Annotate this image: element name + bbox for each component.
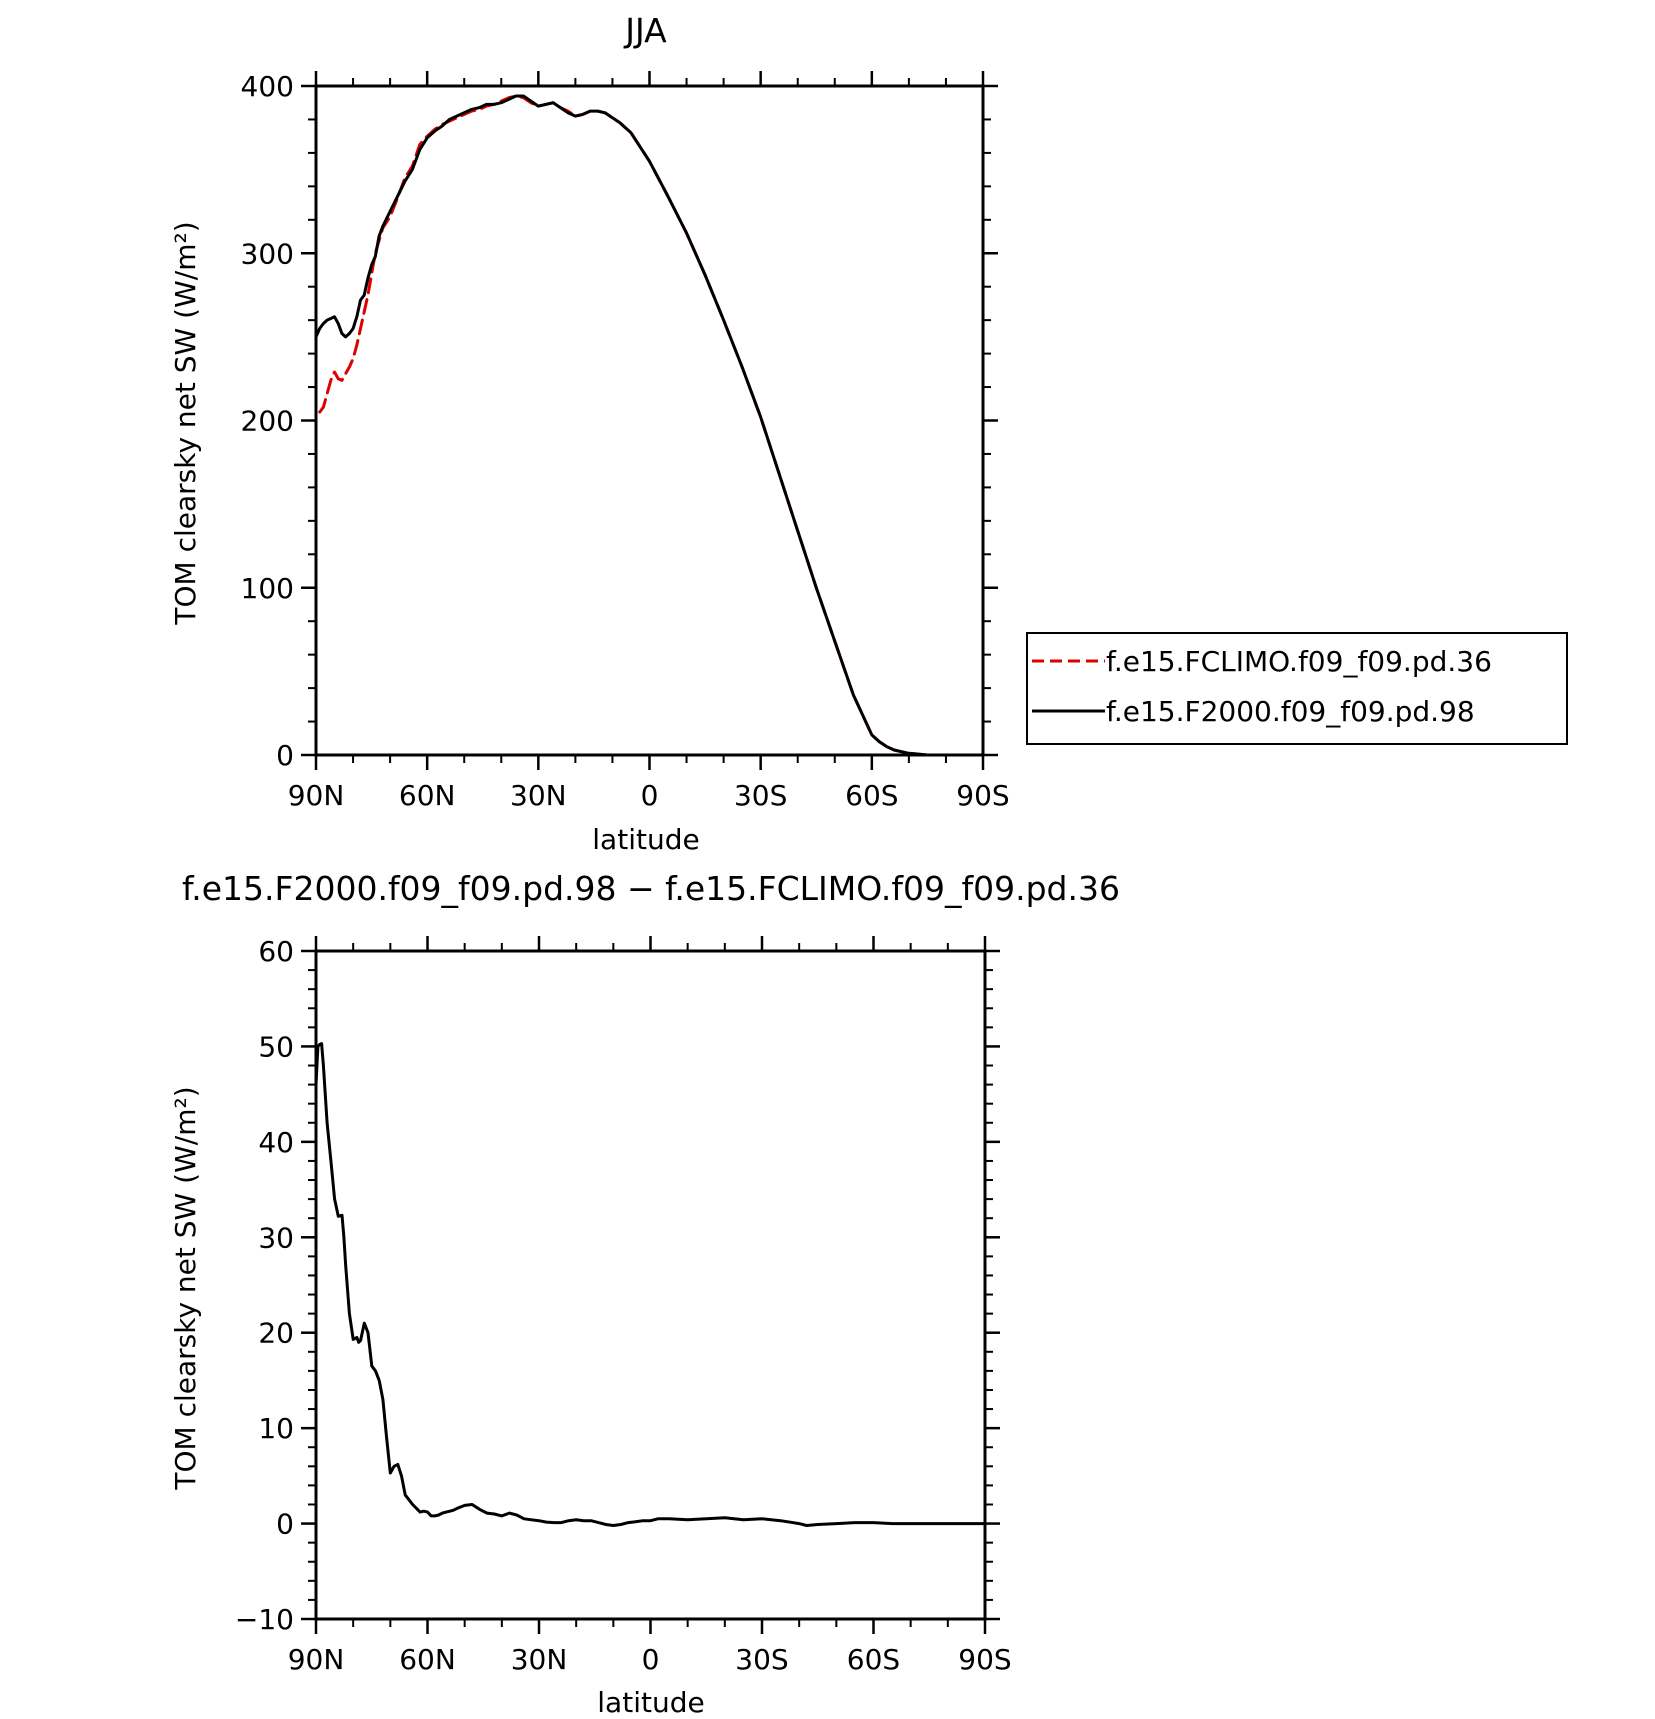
bottom-x-tick-label: 90N: [288, 1643, 345, 1676]
bottom-series-group: [314, 1042, 987, 1527]
bottom-y-axis-label: TOM clearsky net SW (W/m²): [169, 1086, 202, 1490]
top-y-tick-label: 100: [241, 572, 294, 605]
top-series-line-1: [314, 94, 985, 757]
top-y-tick-label: 200: [241, 405, 294, 438]
bottom-x-tick-label: 30S: [735, 1643, 788, 1676]
top-y-tick-label: 400: [241, 70, 294, 103]
top-series-group: [314, 94, 985, 757]
top-series-line-0: [318, 94, 985, 757]
top-y-tick-label: 300: [241, 237, 294, 270]
top-plot-frame: [314, 84, 985, 757]
bottom-x-tick-label: 60N: [399, 1643, 456, 1676]
bottom-panel: f.e15.F2000.f09_f09.pd.98 − f.e15.FCLIMO…: [169, 869, 1120, 1719]
bottom-series-line-0: [314, 1042, 987, 1527]
bottom-x-axis-label: latitude: [597, 1686, 704, 1719]
top-axis-ticks: 0 100 200 300 400 90N 60N 30N 0 30S 60S 90S: [241, 70, 1010, 812]
bottom-x-tick-label: 30N: [511, 1643, 568, 1676]
top-panel: JJA TOM clearsky net SW (W/m²) latitude …: [169, 11, 1010, 856]
bottom-axis-ticks: −10 0 10 20 30 40 50 60 90N 60N 30N 0 30S 60S 90S: [235, 935, 1012, 1676]
bottom-y-tick-label: 50: [258, 1030, 294, 1063]
top-x-axis-label: latitude: [592, 823, 699, 856]
legend-label-f2000: f.e15.F2000.f09_f09.pd.98: [1106, 695, 1475, 728]
bottom-x-tick-label: 90S: [958, 1643, 1011, 1676]
top-chart-title: JJA: [623, 11, 667, 50]
bottom-chart-title: f.e15.F2000.f09_f09.pd.98 − f.e15.FCLIMO…: [182, 869, 1120, 908]
bottom-plot-frame: [314, 949, 987, 1621]
legend-box: [1026, 632, 1568, 745]
bottom-y-tick-label: 20: [258, 1317, 294, 1350]
bottom-y-tick-label: 40: [258, 1126, 294, 1159]
top-y-axis-label: TOM clearsky net SW (W/m²): [169, 221, 202, 625]
legend-label-fclimo: f.e15.FCLIMO.f09_f09.pd.36: [1106, 645, 1492, 678]
top-x-tick-label: 90S: [956, 779, 1009, 812]
bottom-x-tick-label: 60S: [847, 1643, 900, 1676]
bottom-y-tick-label: 0: [276, 1508, 294, 1541]
top-x-tick-label: 90N: [288, 779, 345, 812]
top-x-tick-label: 30S: [734, 779, 787, 812]
bottom-y-tick-label: 10: [258, 1412, 294, 1445]
top-x-tick-label: 60N: [399, 779, 456, 812]
top-x-tick-label: 60S: [845, 779, 898, 812]
top-x-tick-label: 0: [641, 779, 659, 812]
top-x-tick-label: 30N: [510, 779, 567, 812]
bottom-y-tick-label: 30: [258, 1221, 294, 1254]
top-y-tick-label: 0: [276, 739, 294, 772]
bottom-x-tick-label: 0: [642, 1643, 660, 1676]
legend: f.e15.FCLIMO.f09_f09.pd.36 f.e15.F2000.f…: [1026, 632, 1568, 745]
bottom-y-tick-label: −10: [235, 1603, 294, 1636]
bottom-y-tick-label: 60: [258, 935, 294, 968]
